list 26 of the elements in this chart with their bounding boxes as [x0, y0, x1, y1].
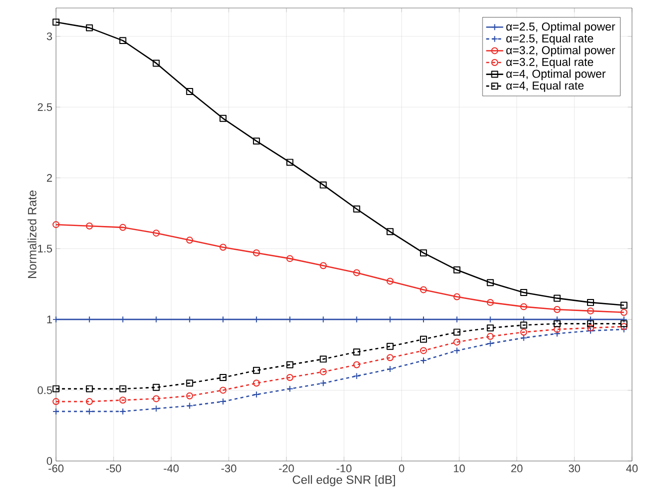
y-tick-label: 0: [46, 457, 52, 465]
x-tick-label: -20: [278, 464, 294, 472]
legend-label: α=4, Equal rate: [506, 81, 584, 92]
x-tick-label: -60: [48, 464, 64, 472]
legend-label: α=3.2, Optimal power: [506, 46, 616, 56]
x-axis-title: Cell edge SNR [dB]: [292, 475, 395, 486]
x-tick-label: -40: [164, 464, 179, 472]
y-tick-label: 1: [47, 316, 52, 324]
x-tick-label: -10: [336, 464, 352, 472]
x-tick-label: -50: [106, 464, 122, 472]
y-axis-title: Normalized Rate: [28, 190, 36, 278]
x-tick-label: 0: [398, 464, 404, 472]
legend-label: α=2.5, Equal rate: [506, 34, 594, 45]
y-tick-label: 2: [46, 174, 52, 182]
legend-label: α=3.2, Equal rate: [506, 58, 594, 68]
y-tick-label: 2.5: [38, 103, 52, 111]
y-tick-label: 1.5: [38, 244, 52, 252]
y-tick-label: 0.5: [38, 386, 52, 394]
x-tick-label: -30: [221, 464, 236, 472]
x-tick-label: 20: [511, 464, 522, 472]
y-tick-label: 3: [46, 32, 52, 40]
x-tick-label: 30: [568, 464, 580, 472]
legend-label: α=2.5, Optimal power: [506, 22, 616, 33]
x-tick-label: 40: [626, 464, 638, 472]
legend-label: α=4, Optimal power: [506, 69, 606, 80]
x-tick-label: 10: [454, 464, 465, 472]
